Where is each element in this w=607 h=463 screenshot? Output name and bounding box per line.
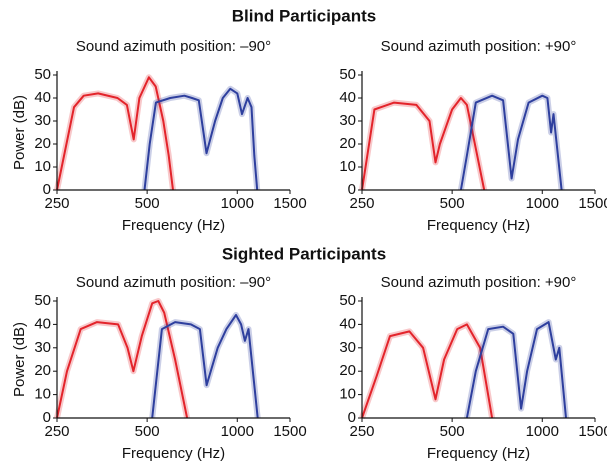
x-tick-label: 1500 (273, 195, 306, 212)
chart-title: Sound azimuth position: –90° (76, 38, 271, 55)
y-tick-label: 0 (43, 181, 51, 198)
y-tick-label: 20 (339, 362, 356, 379)
section-heading: Blind Participants (232, 6, 377, 25)
line (361, 323, 494, 419)
y-tick-label: 50 (34, 66, 51, 83)
y-tick-label: 30 (34, 112, 51, 129)
x-tick-label: 500 (135, 195, 160, 212)
y-axis-label: Power (dB) (11, 322, 28, 397)
y-tick-label: 0 (348, 409, 356, 426)
section-heading: Sighted Participants (222, 244, 386, 263)
y-tick-label: 10 (339, 158, 356, 175)
y-tick-label: 50 (339, 292, 356, 309)
x-tick-label: 1500 (273, 423, 306, 440)
y-tick-label: 20 (339, 135, 356, 152)
y-tick-label: 50 (339, 66, 356, 83)
x-tick-label: 250 (44, 195, 69, 212)
line (459, 94, 563, 191)
y-tick-label: 30 (339, 339, 356, 356)
x-tick-label: 1500 (578, 423, 607, 440)
y-tick-label: 40 (34, 89, 51, 106)
y-tick-label: 30 (339, 112, 356, 129)
y-tick-label: 50 (34, 292, 51, 309)
line (56, 76, 174, 191)
line (56, 300, 189, 419)
y-tick-label: 40 (339, 315, 356, 332)
x-tick-label: 1500 (578, 195, 607, 212)
x-tick-label: 250 (44, 423, 69, 440)
x-tick-label: 1000 (526, 423, 559, 440)
y-tick-label: 10 (34, 386, 51, 403)
y-tick-label: 30 (34, 339, 51, 356)
x-axis-label: Frequency (Hz) (427, 217, 530, 234)
x-axis-label: Frequency (Hz) (122, 217, 225, 234)
x-axis-label: Frequency (Hz) (427, 445, 530, 462)
x-tick-label: 1000 (526, 195, 559, 212)
x-tick-label: 250 (349, 195, 374, 212)
y-tick-label: 20 (34, 362, 51, 379)
x-tick-label: 1000 (221, 423, 254, 440)
y-tick-label: 10 (34, 158, 51, 175)
chart-title: Sound azimuth position: +90° (381, 38, 577, 55)
y-tick-label: 40 (339, 89, 356, 106)
x-tick-label: 250 (349, 423, 374, 440)
line (361, 97, 486, 191)
y-tick-label: 10 (339, 386, 356, 403)
y-tick-label: 0 (348, 181, 356, 198)
chart-title: Sound azimuth position: +90° (381, 274, 577, 291)
y-tick-label: 40 (34, 315, 51, 332)
line (151, 314, 259, 419)
confidence-band (54, 74, 176, 191)
x-tick-label: 500 (440, 195, 465, 212)
y-tick-label: 20 (34, 135, 51, 152)
line (143, 87, 259, 191)
confidence-band (54, 298, 191, 419)
chart-title: Sound azimuth position: –90° (76, 274, 271, 291)
x-tick-label: 500 (135, 423, 160, 440)
line (465, 321, 567, 419)
y-axis-label: Power (dB) (11, 95, 28, 170)
x-axis-label: Frequency (Hz) (122, 445, 225, 462)
x-tick-label: 500 (440, 423, 465, 440)
x-tick-label: 1000 (221, 195, 254, 212)
y-tick-label: 0 (43, 409, 51, 426)
